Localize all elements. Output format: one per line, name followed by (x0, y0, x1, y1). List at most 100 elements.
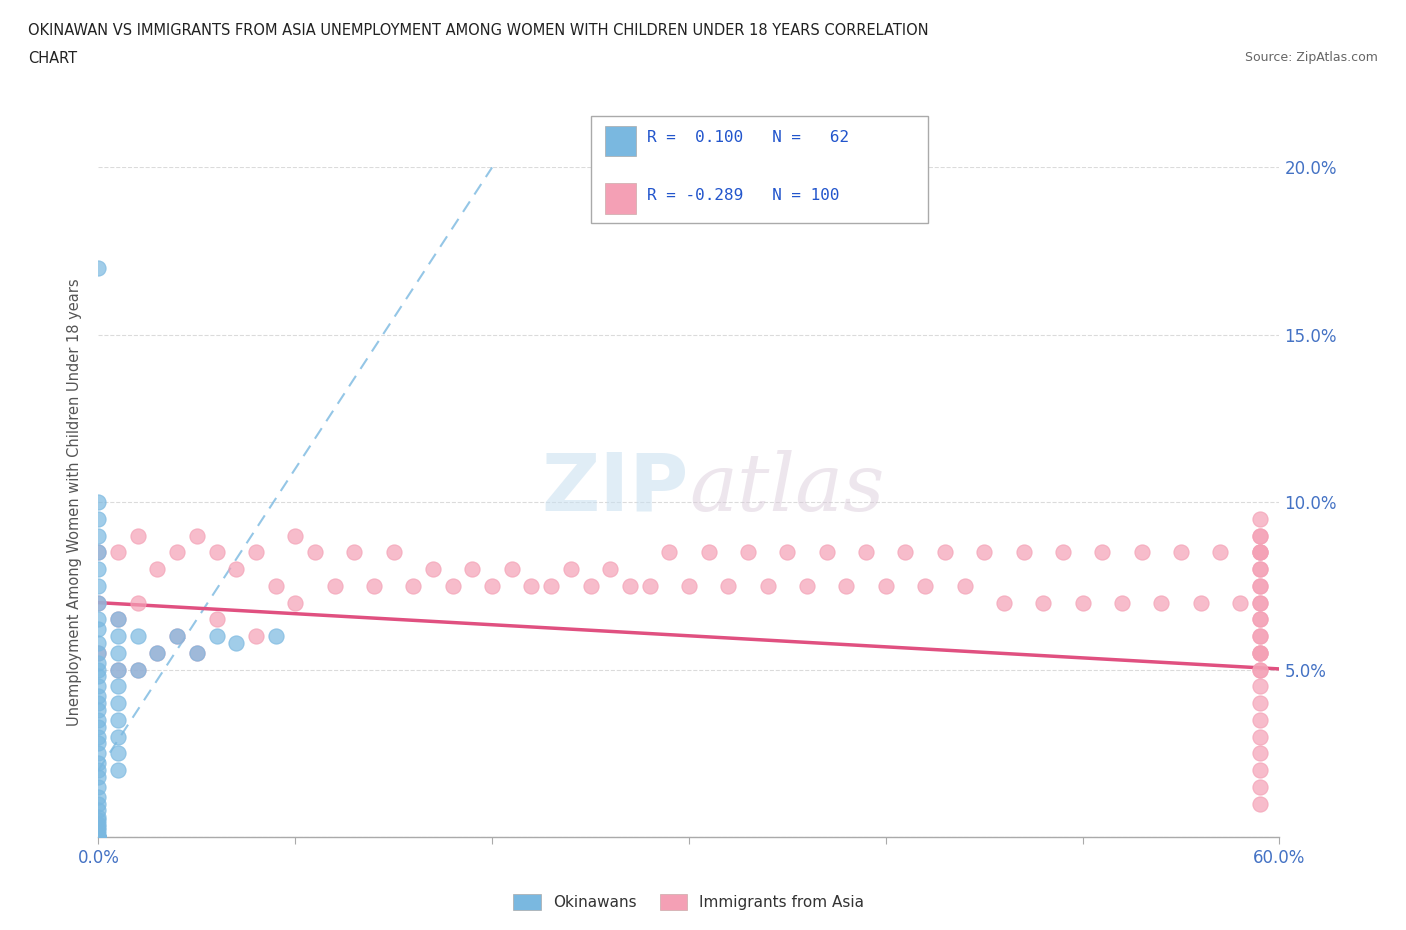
Point (815, 545, 838, 560)
Text: Source: ZipAtlas.com: Source: ZipAtlas.com (1244, 51, 1378, 64)
Point (127, 629, 149, 644)
Point (87, 796, 110, 811)
Point (363, 578, 385, 593)
Point (87, 719, 110, 734)
Point (1130, 545, 1153, 560)
Point (205, 629, 228, 644)
Point (87, 545, 110, 560)
Point (87, 823, 110, 838)
Point (166, 629, 188, 644)
Point (1249, 528, 1271, 543)
Point (894, 545, 917, 560)
Point (1249, 763, 1271, 777)
Point (1249, 696, 1271, 711)
Point (87, 545, 110, 560)
Point (1111, 595, 1133, 610)
Point (1249, 595, 1271, 610)
Point (1071, 595, 1094, 610)
Point (1249, 629, 1271, 644)
Point (501, 562, 523, 577)
Point (87, 830, 110, 844)
Point (127, 662, 149, 677)
Point (520, 578, 543, 593)
Point (87, 712, 110, 727)
Point (1012, 545, 1035, 560)
Point (776, 545, 799, 560)
Point (87, 662, 110, 677)
Point (186, 528, 208, 543)
Point (87, 512, 110, 526)
Point (87, 696, 110, 711)
Point (737, 545, 759, 560)
Point (87, 790, 110, 804)
Point (87, 635, 110, 650)
Point (87, 562, 110, 577)
Point (87, 736, 110, 751)
Point (166, 629, 188, 644)
Point (107, 662, 129, 677)
Point (87, 746, 110, 761)
Point (638, 578, 661, 593)
Point (1189, 595, 1212, 610)
Point (87, 803, 110, 817)
Point (87, 656, 110, 671)
Point (87, 528, 110, 543)
Point (540, 578, 562, 593)
Point (87, 830, 110, 844)
Point (1249, 612, 1271, 627)
Point (717, 578, 740, 593)
Point (1249, 545, 1271, 560)
Point (87, 819, 110, 834)
Point (107, 712, 129, 727)
Point (264, 578, 287, 593)
Point (87, 779, 110, 794)
Point (107, 612, 129, 627)
Point (1249, 545, 1271, 560)
Point (87, 813, 110, 828)
Point (855, 545, 877, 560)
Point (441, 578, 464, 593)
Point (87, 769, 110, 784)
Point (304, 545, 326, 560)
Point (245, 545, 267, 560)
Point (1249, 512, 1271, 526)
Point (1249, 645, 1271, 660)
Point (107, 612, 129, 627)
Point (875, 578, 897, 593)
Point (107, 545, 129, 560)
Point (87, 645, 110, 660)
Point (343, 545, 366, 560)
Point (756, 578, 779, 593)
Point (146, 645, 169, 660)
Point (205, 545, 228, 560)
Point (87, 612, 110, 627)
Point (323, 578, 346, 593)
Point (87, 830, 110, 844)
Point (1249, 746, 1271, 761)
Point (382, 545, 405, 560)
Point (835, 578, 858, 593)
Point (87, 689, 110, 704)
Point (127, 595, 149, 610)
Point (146, 645, 169, 660)
Point (1249, 528, 1271, 543)
Point (1249, 578, 1271, 593)
Point (1170, 545, 1192, 560)
Point (107, 679, 129, 694)
Point (1249, 629, 1271, 644)
Point (87, 830, 110, 844)
Text: OKINAWAN VS IMMIGRANTS FROM ASIA UNEMPLOYMENT AMONG WOMEN WITH CHILDREN UNDER 18: OKINAWAN VS IMMIGRANTS FROM ASIA UNEMPLO… (28, 23, 929, 38)
Point (422, 562, 444, 577)
Point (697, 545, 720, 560)
Point (87, 679, 110, 694)
Point (1249, 645, 1271, 660)
Point (87, 645, 110, 660)
Point (1209, 545, 1232, 560)
Point (1249, 645, 1271, 660)
Point (1249, 612, 1271, 627)
Point (186, 645, 208, 660)
Point (796, 578, 818, 593)
Point (1249, 679, 1271, 694)
Point (87, 702, 110, 717)
Point (461, 562, 484, 577)
